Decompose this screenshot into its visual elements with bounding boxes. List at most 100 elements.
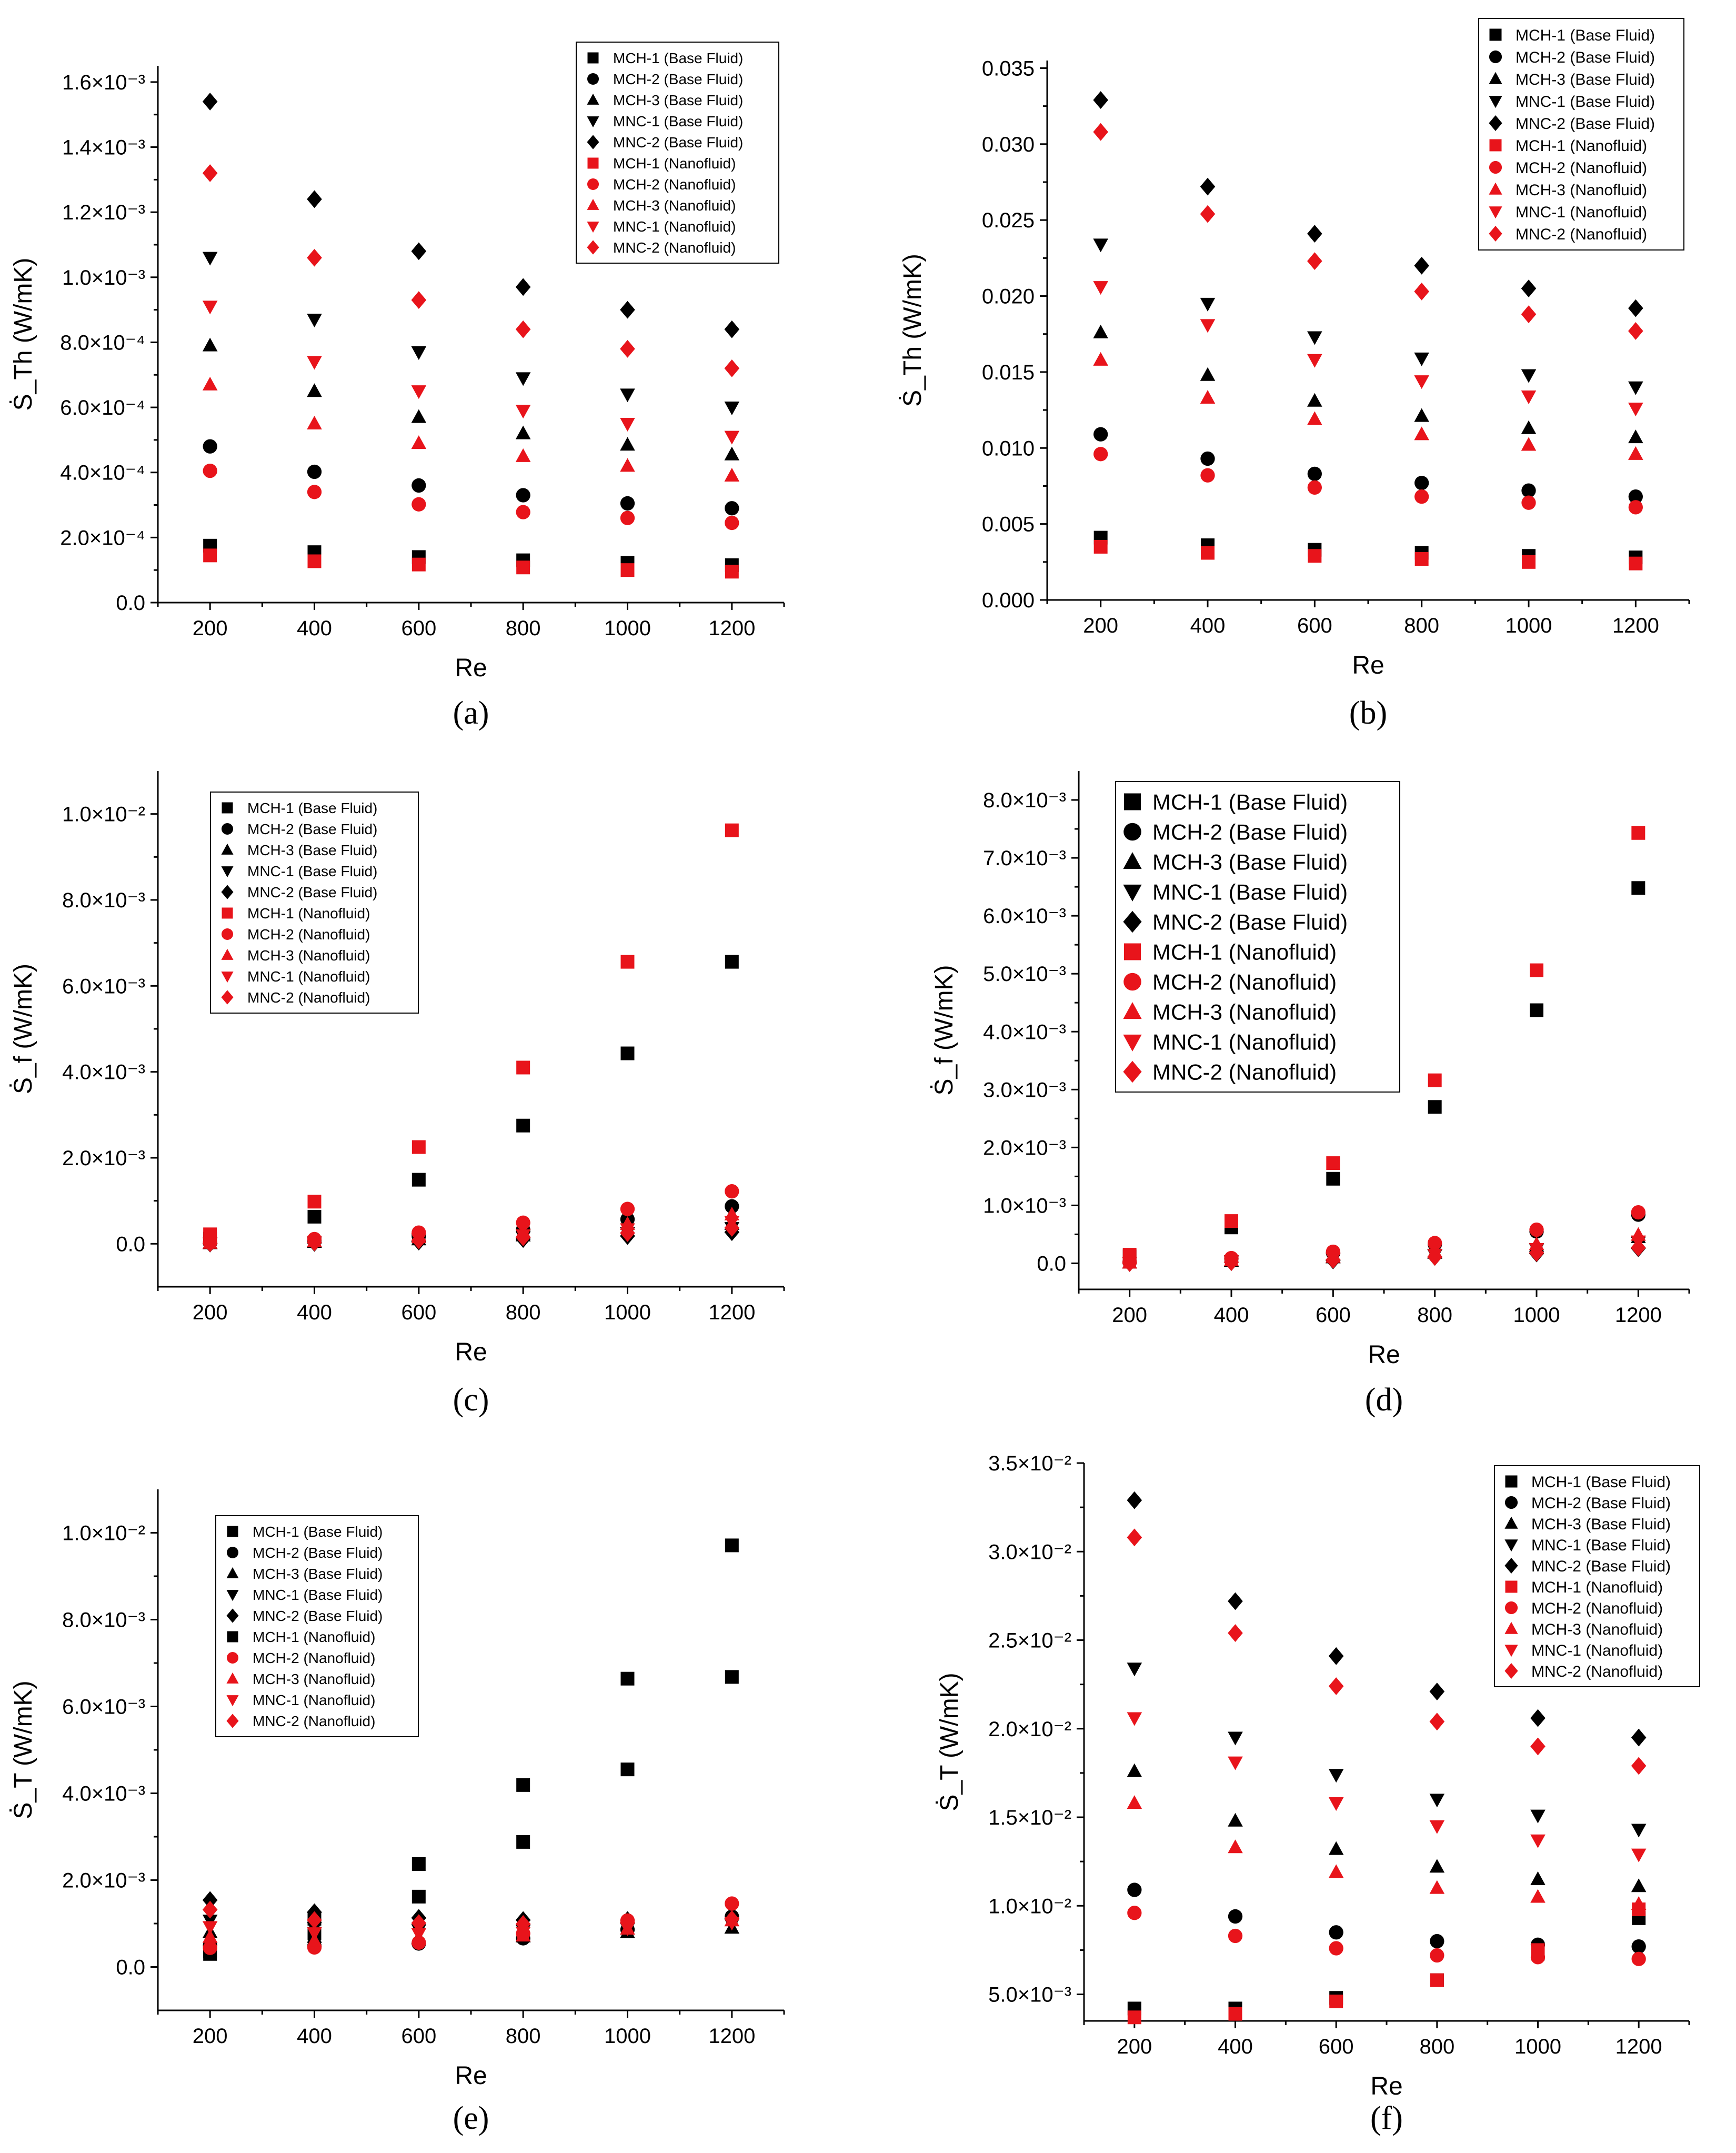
data-point <box>1430 1948 1444 1963</box>
data-point <box>307 1927 322 1941</box>
y-tick-label: 7.0×10⁻³ <box>983 847 1066 870</box>
data-point <box>515 405 531 419</box>
legend-marker <box>1123 1002 1142 1019</box>
data-point <box>515 448 531 462</box>
legend-marker <box>1123 973 1141 991</box>
legend-marker <box>1504 1516 1518 1529</box>
x-tick-label: 800 <box>1419 2035 1454 2058</box>
data-point <box>307 464 322 479</box>
data-point <box>1414 489 1429 504</box>
legend-label: MCH-2 (Base Fluid) <box>1516 49 1655 66</box>
panel-label: (d) <box>1365 1382 1403 1418</box>
legend-label: MCH-3 (Base Fluid) <box>253 1566 383 1582</box>
series-mnc-2-nanofluid <box>202 1219 740 1253</box>
data-point <box>516 560 530 575</box>
data-point <box>1628 500 1643 515</box>
legend-label: MNC-1 (Nanofluid) <box>1152 1030 1337 1055</box>
y-tick-label: 2.0×10⁻³ <box>983 1136 1066 1159</box>
data-point <box>1628 381 1643 395</box>
series-mnc-1-nanofluid <box>1093 281 1643 417</box>
data-point <box>1093 91 1108 109</box>
data-point <box>1628 446 1643 460</box>
panel-label: (a) <box>453 695 489 731</box>
legend-label: MNC-2 (Base Fluid) <box>247 884 377 900</box>
series-mch-3-base-fluid <box>1127 1763 1647 1892</box>
data-point <box>307 416 322 430</box>
data-point <box>1414 426 1429 440</box>
legend-label: MCH-1 (Base Fluid) <box>253 1524 383 1540</box>
data-point <box>1307 331 1322 345</box>
data-point <box>1127 1712 1142 1726</box>
data-point <box>412 1857 426 1871</box>
data-point <box>620 1201 635 1216</box>
data-point <box>1414 352 1429 366</box>
legend-label: MNC-2 (Nanofluid) <box>253 1713 375 1729</box>
data-point <box>1529 1244 1544 1262</box>
x-tick-label: 600 <box>401 617 436 640</box>
legend-label: MCH-3 (Base Fluid) <box>1516 71 1655 88</box>
y-tick-label: 8.0×10⁻⁴ <box>60 331 145 354</box>
legend-marker <box>587 93 599 105</box>
legend-marker <box>1123 1034 1142 1052</box>
data-point <box>1430 1973 1444 1987</box>
x-tick-label: 800 <box>506 2025 541 2048</box>
series-mch-1-base-fluid <box>203 538 739 572</box>
data-point <box>1093 352 1108 366</box>
x-tick-label: 200 <box>193 2025 228 2048</box>
legend-label: MNC-2 (Nanofluid) <box>247 989 370 1006</box>
chart-panel-5: 200 400 600 800 1000 1200 0.0 2.0×10⁻³ 4.0×10⁻³ 6… <box>9 1489 785 2136</box>
data-point <box>202 93 218 111</box>
y-tick-label: 0.0 <box>116 1956 145 1979</box>
legend-label: MCH-1 (Nanofluid) <box>613 155 736 172</box>
series-mch-2-base-fluid <box>203 1909 739 1954</box>
data-point <box>1201 546 1215 560</box>
data-point <box>620 496 635 511</box>
legend-label: MCH-3 (Nanofluid) <box>253 1671 375 1687</box>
legend-label: MNC-2 (Base Fluid) <box>1152 910 1348 935</box>
x-tick-label: 800 <box>1404 614 1439 637</box>
legend-marker <box>1489 161 1502 174</box>
data-point <box>1200 297 1216 312</box>
legend-marker <box>587 73 599 85</box>
data-point <box>515 1927 531 1941</box>
data-point <box>516 505 530 519</box>
y-tick-label: 6.0×10⁻³ <box>983 905 1066 928</box>
x-tick-label: 200 <box>193 1301 228 1324</box>
legend-box <box>210 792 419 1014</box>
data-point <box>1631 1205 1645 1220</box>
legend-label: MCH-3 (Base Fluid) <box>1531 1516 1671 1533</box>
series-mch-1-nanofluid <box>203 1538 739 1958</box>
data-point <box>1414 375 1429 389</box>
data-point <box>1628 403 1643 417</box>
data-point <box>1430 1934 1444 1949</box>
data-point <box>1093 281 1108 295</box>
series-mch-3-nanofluid <box>1093 352 1643 460</box>
data-point <box>307 314 322 328</box>
series-mnc-2-nanofluid <box>1127 1528 1647 1775</box>
legend-box <box>1115 781 1400 1093</box>
data-point <box>1328 1769 1344 1783</box>
data-point <box>412 1173 426 1187</box>
legend-marker <box>1123 1060 1142 1083</box>
y-tick-label: 2.0×10⁻² <box>988 1718 1071 1741</box>
legend-marker <box>1123 852 1142 869</box>
data-point <box>1127 1663 1142 1677</box>
data-point <box>307 383 322 397</box>
legend-label: MCH-3 (Nanofluid) <box>613 197 736 214</box>
data-point <box>202 337 218 352</box>
series-mnc-1-base-fluid <box>202 1222 740 1251</box>
data-point <box>1428 1100 1442 1114</box>
data-point <box>1328 1677 1344 1695</box>
legend-marker <box>1489 206 1502 219</box>
data-point <box>411 291 427 309</box>
data-point <box>725 501 739 516</box>
x-tick-label: 1000 <box>604 2025 651 2048</box>
legend-label: MNC-1 (Base Fluid) <box>1531 1537 1671 1554</box>
data-point <box>1631 826 1645 840</box>
legend-marker <box>227 1631 238 1643</box>
data-point <box>1530 963 1543 977</box>
x-tick-label: 200 <box>1112 1304 1147 1327</box>
data-point <box>515 278 531 296</box>
y-tick-label: 0.015 <box>982 361 1035 384</box>
y-tick-label: 1.0×10⁻² <box>62 803 145 826</box>
